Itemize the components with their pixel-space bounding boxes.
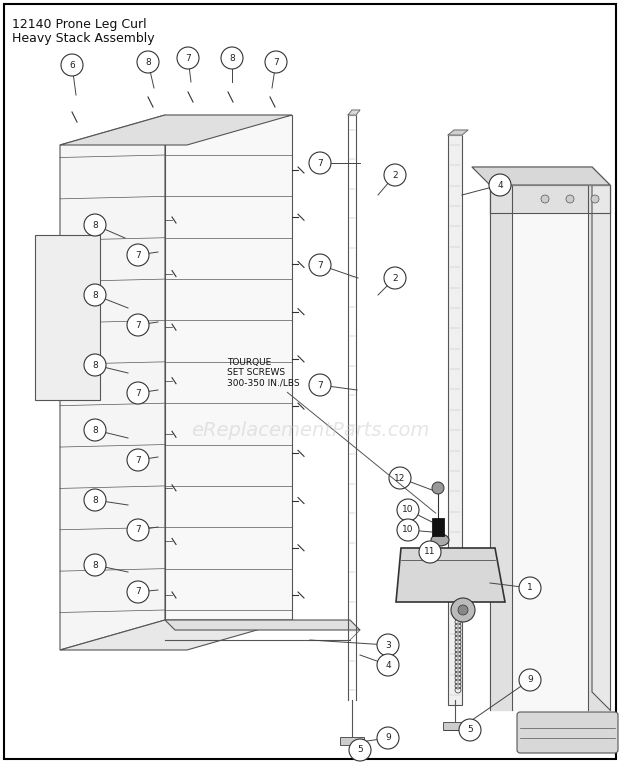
Circle shape	[389, 467, 411, 489]
Text: 5: 5	[467, 726, 473, 735]
Circle shape	[377, 634, 399, 656]
Text: 7: 7	[135, 588, 141, 597]
Text: 2: 2	[392, 273, 398, 282]
Polygon shape	[490, 185, 512, 710]
Circle shape	[309, 152, 331, 174]
Text: 7: 7	[317, 260, 323, 269]
Text: 2: 2	[392, 170, 398, 179]
Circle shape	[541, 195, 549, 203]
Circle shape	[84, 214, 106, 236]
Circle shape	[419, 541, 441, 563]
Circle shape	[519, 577, 541, 599]
Bar	[443, 722, 467, 730]
Circle shape	[458, 605, 468, 615]
Bar	[448, 135, 462, 705]
Circle shape	[566, 195, 574, 203]
Text: 8: 8	[92, 221, 98, 230]
Circle shape	[489, 174, 511, 196]
Circle shape	[377, 727, 399, 749]
Text: 11: 11	[424, 548, 436, 556]
Polygon shape	[448, 130, 468, 135]
Text: 10: 10	[402, 526, 414, 535]
Circle shape	[349, 739, 371, 761]
FancyBboxPatch shape	[517, 712, 618, 753]
Circle shape	[459, 719, 481, 741]
Text: 7: 7	[135, 456, 141, 465]
Circle shape	[84, 419, 106, 441]
Text: eReplacementParts.com: eReplacementParts.com	[191, 420, 429, 439]
Circle shape	[84, 284, 106, 306]
Text: 7: 7	[185, 53, 191, 63]
Text: 4: 4	[497, 181, 503, 189]
Circle shape	[127, 519, 149, 541]
Circle shape	[127, 314, 149, 336]
Circle shape	[519, 669, 541, 691]
Text: 12140 Prone Leg Curl: 12140 Prone Leg Curl	[12, 18, 146, 31]
Text: 12: 12	[394, 474, 405, 482]
Circle shape	[177, 47, 199, 69]
Circle shape	[384, 267, 406, 289]
Text: Heavy Stack Assembly: Heavy Stack Assembly	[12, 32, 154, 45]
Text: 8: 8	[229, 53, 235, 63]
Bar	[340, 737, 364, 745]
Ellipse shape	[431, 534, 449, 546]
Text: 9: 9	[385, 733, 391, 742]
Circle shape	[384, 164, 406, 186]
Text: 7: 7	[135, 320, 141, 330]
Circle shape	[432, 482, 444, 494]
Bar	[35, 235, 100, 400]
Polygon shape	[60, 620, 292, 650]
Circle shape	[265, 51, 287, 73]
Circle shape	[591, 195, 599, 203]
Text: 7: 7	[317, 159, 323, 168]
Text: 4: 4	[385, 661, 391, 669]
Text: 8: 8	[145, 57, 151, 66]
Text: 5: 5	[357, 745, 363, 755]
Circle shape	[137, 51, 159, 73]
Polygon shape	[60, 115, 165, 650]
Text: 10: 10	[402, 506, 414, 514]
Polygon shape	[512, 213, 588, 710]
Circle shape	[451, 598, 475, 622]
Polygon shape	[592, 167, 610, 710]
Text: 7: 7	[135, 250, 141, 259]
Text: 8: 8	[92, 291, 98, 300]
Polygon shape	[588, 185, 610, 710]
Circle shape	[127, 382, 149, 404]
Circle shape	[84, 354, 106, 376]
Circle shape	[84, 489, 106, 511]
Circle shape	[221, 47, 243, 69]
Circle shape	[127, 244, 149, 266]
Polygon shape	[348, 110, 360, 115]
Text: TOURQUE
SET SCREWS
300-350 IN./LBS: TOURQUE SET SCREWS 300-350 IN./LBS	[227, 358, 436, 513]
Text: 8: 8	[92, 426, 98, 434]
Circle shape	[127, 581, 149, 603]
Text: 1: 1	[527, 584, 533, 593]
Polygon shape	[396, 548, 505, 602]
Text: 7: 7	[135, 388, 141, 398]
Text: 7: 7	[273, 57, 279, 66]
Circle shape	[127, 449, 149, 471]
Circle shape	[397, 519, 419, 541]
Bar	[165, 115, 292, 620]
Polygon shape	[490, 185, 610, 213]
Circle shape	[309, 254, 331, 276]
Text: 8: 8	[92, 561, 98, 569]
Text: 6: 6	[69, 60, 75, 69]
Text: 8: 8	[92, 360, 98, 369]
Text: 7: 7	[317, 381, 323, 389]
Polygon shape	[165, 620, 360, 630]
Text: 3: 3	[385, 640, 391, 649]
Circle shape	[309, 374, 331, 396]
Circle shape	[61, 54, 83, 76]
Circle shape	[84, 554, 106, 576]
Polygon shape	[472, 167, 610, 185]
Circle shape	[397, 499, 419, 521]
Text: 8: 8	[92, 495, 98, 504]
Bar	[432, 518, 444, 536]
Text: 9: 9	[527, 675, 533, 684]
Circle shape	[377, 654, 399, 676]
Polygon shape	[60, 115, 292, 145]
Text: 7: 7	[135, 526, 141, 535]
